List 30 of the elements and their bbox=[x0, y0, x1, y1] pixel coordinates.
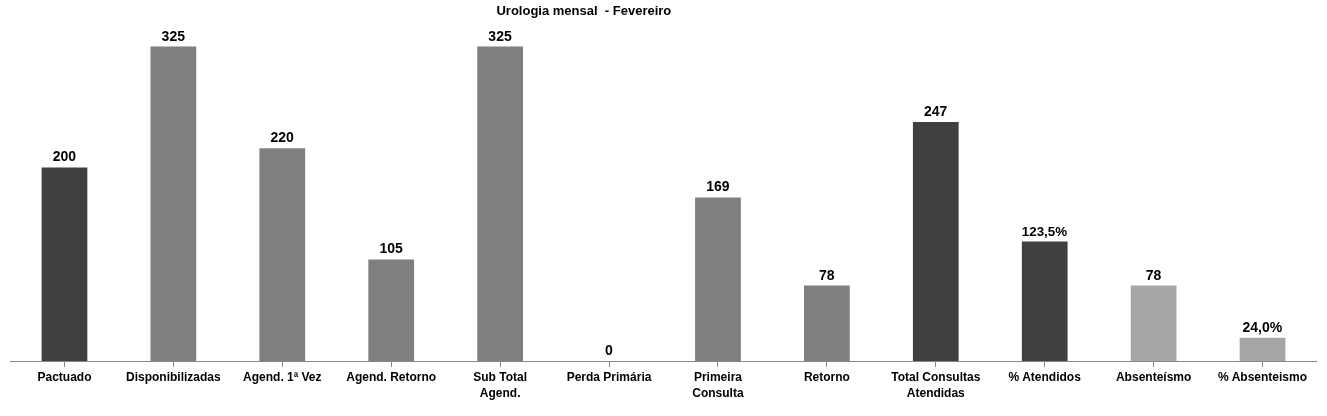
x-tick-label: Total Consultas Atendidas bbox=[891, 370, 981, 400]
x-tick-label: Agend. Retorno bbox=[346, 370, 437, 385]
data-label: 78 bbox=[818, 266, 835, 283]
data-label: 78 bbox=[1145, 266, 1162, 283]
data-label: 220 bbox=[270, 129, 295, 146]
data-label: 24,0% bbox=[1242, 318, 1283, 335]
x-tick-label: Agend. 1ª Vez bbox=[243, 370, 322, 385]
data-label: 325 bbox=[161, 27, 186, 44]
chart-title: Urologia mensal - Fevereiro bbox=[496, 3, 672, 19]
data-label: 169 bbox=[706, 178, 730, 195]
data-label: 200 bbox=[52, 148, 77, 165]
bar bbox=[41, 167, 88, 361]
x-tick-label: Retorno bbox=[803, 370, 850, 385]
x-tick-label: Sub Total Agend. bbox=[473, 370, 528, 400]
data-label: 123,5% bbox=[1021, 223, 1068, 239]
x-tick-label: Perda Primária bbox=[566, 370, 652, 385]
bar bbox=[912, 122, 959, 361]
data-label: 105 bbox=[379, 240, 403, 257]
data-label: 247 bbox=[924, 103, 948, 120]
x-tick-label: Disponibilizadas bbox=[126, 370, 222, 385]
x-tick-label: Primeira Consulta bbox=[692, 370, 744, 400]
bar bbox=[1021, 241, 1068, 361]
x-tick-label: Absenteísmo bbox=[1115, 370, 1192, 385]
data-label: 325 bbox=[488, 27, 512, 44]
x-tick-label: % Absenteismo bbox=[1218, 370, 1307, 385]
bar bbox=[1130, 285, 1177, 361]
bar bbox=[1239, 337, 1286, 361]
x-tick-label: % Atendidos bbox=[1008, 370, 1082, 385]
data-label: 0 bbox=[605, 342, 614, 358]
x-tick-label: Pactuado bbox=[37, 370, 92, 385]
